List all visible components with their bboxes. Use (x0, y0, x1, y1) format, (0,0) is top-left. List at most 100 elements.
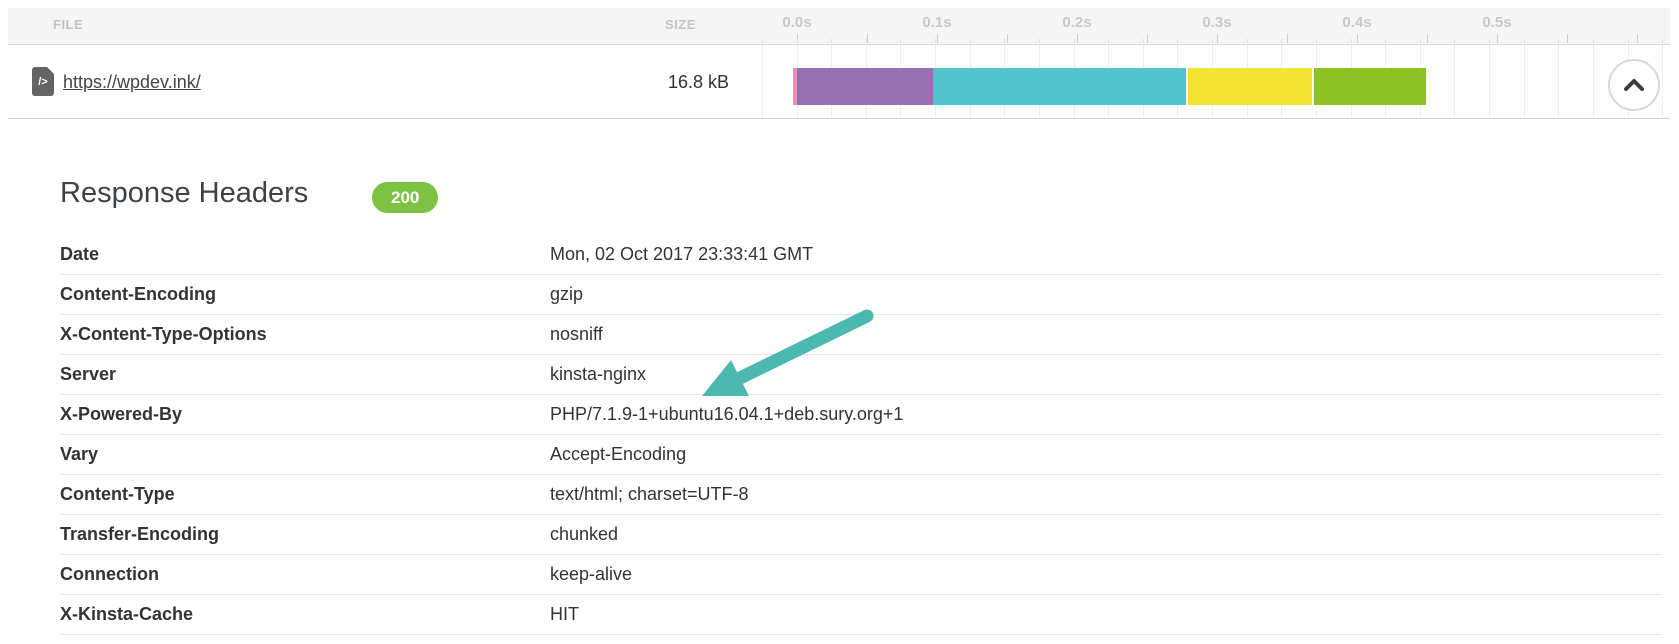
timeline-gridline (1558, 45, 1560, 118)
request-url-link[interactable]: https://wpdev.ink/ (63, 71, 201, 92)
header-row: X-Kinsta-Cache HIT (60, 595, 1662, 635)
code-file-icon: /> (32, 67, 54, 96)
ruler-minor-tick (1592, 39, 1594, 43)
ruler-minor-tick (935, 39, 937, 43)
header-value: Accept-Encoding (550, 444, 687, 464)
ruler-tick (1217, 34, 1218, 43)
header-value: HIT (550, 604, 579, 624)
ruler-minor-tick (1004, 39, 1006, 43)
header-row: X-Content-Type-Options nosniff (60, 315, 1662, 355)
header-row: Date Mon, 02 Oct 2017 23:33:41 GMT (60, 235, 1662, 275)
ruler-tick (1077, 34, 1078, 43)
ruler-minor-tick (1246, 39, 1248, 43)
ruler-minor-tick (1454, 39, 1456, 43)
ruler-tick-label: 0.4s (1342, 14, 1372, 31)
ruler-minor-tick (1385, 39, 1387, 43)
code-glyph: /> (38, 76, 48, 88)
timeline-gridline (1662, 45, 1664, 118)
ruler-minor-tick (1558, 39, 1560, 43)
timeline-gridline (1523, 45, 1525, 118)
ruler-minor-tick (1142, 39, 1144, 43)
header-row: Connection keep-alive (60, 555, 1662, 595)
ruler-tick (1497, 34, 1498, 43)
ruler-tick-label: 0.0s (782, 14, 812, 31)
ruler-tick (797, 34, 798, 43)
ruler-tick (1007, 34, 1008, 43)
header-row: Content-Type text/html; charset=UTF-8 (60, 475, 1662, 515)
waterfall-segment-purple (797, 68, 933, 105)
ruler-tick (1637, 34, 1638, 43)
section-title: Response Headers (60, 177, 309, 209)
ruler-minor-tick (1350, 39, 1352, 43)
header-name: Connection (60, 564, 159, 584)
response-headers-table: Date Mon, 02 Oct 2017 23:33:41 GMT Content… (60, 235, 1662, 635)
waterfall-segment-pink (793, 68, 798, 105)
timeline-gridline (762, 45, 763, 118)
ruler-tick (1427, 34, 1428, 43)
header-value: PHP/7.1.9-1+ubuntu16.04.1+deb.sury.org+1 (550, 404, 904, 424)
request-row: /> https://wpdev.ink/ 16.8 kB (8, 45, 1670, 119)
ruler-minor-tick (1281, 39, 1283, 43)
header-row: Content-Encoding gzip (60, 275, 1662, 315)
header-name: X-Content-Type-Options (60, 324, 267, 344)
header-row: X-Powered-By PHP/7.1.9-1+ubuntu16.04.1+de… (60, 395, 1662, 435)
ruler-minor-tick (1212, 39, 1214, 43)
ruler-minor-tick (1315, 39, 1317, 43)
header-name: Server (60, 364, 117, 384)
ruler-minor-tick (1523, 39, 1525, 43)
header-value: nosniff (550, 324, 603, 344)
header-name: X-Kinsta-Cache (60, 604, 194, 624)
ruler-tick-label: 0.3s (1202, 14, 1232, 31)
ruler-tick-label: 0.1s (922, 14, 952, 31)
ruler-tick (867, 34, 868, 43)
ruler-minor-tick (1419, 39, 1421, 43)
ruler-minor-tick (865, 39, 867, 43)
ruler-minor-tick (1073, 39, 1075, 43)
collapse-button[interactable] (1608, 59, 1660, 111)
ruler-minor-tick (796, 39, 798, 43)
ruler-minor-tick (831, 39, 833, 43)
header-name: Content-Encoding (60, 284, 216, 304)
request-size: 16.8 kB (668, 71, 730, 92)
ruler-tick (1567, 34, 1568, 43)
ruler-minor-tick (969, 39, 971, 43)
ruler-tick-label: 0.5s (1482, 14, 1512, 31)
status-badge: 200 (372, 182, 439, 213)
header-value: text/html; charset=UTF-8 (550, 484, 749, 504)
ruler-minor-tick (1662, 39, 1664, 43)
timeline-gridline (1489, 45, 1491, 118)
ruler-minor-tick (1108, 39, 1110, 43)
header-name: Content-Type (60, 484, 175, 504)
header-name: Transfer-Encoding (60, 524, 220, 544)
header-value: keep-alive (550, 564, 633, 584)
ruler-tick-label: 0.2s (1062, 14, 1092, 31)
file-column-header: FILE (53, 17, 84, 32)
header-row: Transfer-Encoding chunked (60, 515, 1662, 555)
ruler-tick (1287, 34, 1288, 43)
header-value: kinsta-nginx (550, 364, 647, 384)
header-name: Vary (60, 444, 99, 464)
ruler-minor-tick (1627, 39, 1629, 43)
ruler-tick (937, 34, 938, 43)
ruler-minor-tick (1489, 39, 1491, 43)
timeline-gridline (1454, 45, 1456, 118)
ruler-minor-tick (1177, 39, 1179, 43)
header-value: Mon, 02 Oct 2017 23:33:41 GMT (550, 244, 814, 264)
waterfall-segment-yellow (1187, 68, 1313, 105)
ruler-tick (1357, 34, 1358, 43)
dog-ear-corner (47, 67, 54, 74)
timeline-gridline (1592, 45, 1594, 118)
size-column-header: SIZE (665, 17, 696, 32)
waterfall-bar (8, 68, 1670, 105)
waterfall-segment-green (1313, 68, 1426, 105)
header-value: gzip (550, 284, 584, 304)
header-value: chunked (550, 524, 619, 544)
ruler-minor-tick (900, 39, 902, 43)
ruler-tick (1147, 34, 1148, 43)
header-name: X-Powered-By (60, 404, 183, 424)
chevron-up-icon (1624, 79, 1644, 91)
header-name: Date (60, 244, 100, 264)
ruler-minor-tick (762, 39, 763, 43)
waterfall-segment-teal (933, 68, 1187, 105)
